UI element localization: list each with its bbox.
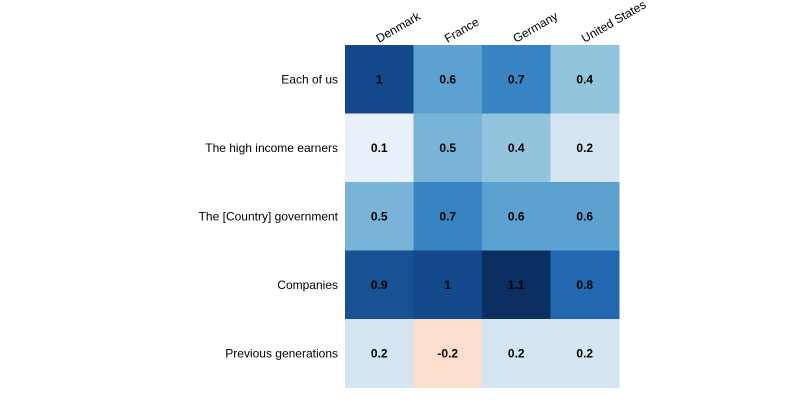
cell-value-label: 0.4 [576,72,593,86]
cell-value-label: 0.7 [508,72,525,86]
cell-value-label: 0.6 [576,209,593,223]
row-label: The high income earners [205,141,338,155]
heatmap-cell [345,250,414,320]
heatmap-cell [550,319,620,388]
heatmap-cell [550,113,620,183]
cell-value-label: 0.1 [371,141,388,155]
cell-value-label: 1 [444,278,451,292]
column-label: Germany [511,9,561,46]
row-label: Each of us [281,72,338,86]
heatmap-cell [345,182,414,251]
heatmap-cell [482,113,551,183]
row-label: The [Country] government [199,209,339,223]
heatmap-cell [482,182,551,251]
cell-value-label: 0.5 [439,141,456,155]
heatmap-cell [413,113,483,183]
row-label: Companies [277,278,338,292]
heatmap-cell [413,250,483,320]
cell-value-label: 1.1 [508,278,525,292]
heatmap-cell [413,45,483,114]
column-label: France [442,15,482,46]
cell-value-label: 0.6 [508,209,525,223]
heatmap-cell [345,113,414,183]
cell-value-label: 0.9 [371,278,388,292]
cell-value-label: 1 [376,72,383,86]
heatmap-cell [550,250,620,320]
heatmap-cell [413,319,483,388]
cell-value-label: 0.2 [371,346,388,360]
cell-value-label: 0.6 [439,72,456,86]
heatmap-cell [345,319,414,388]
heatmap-cell [550,182,620,251]
heatmap-cell [550,45,620,114]
cell-value-label: 0.5 [371,209,388,223]
heatmap-cell [482,319,551,388]
heatmap-cell [482,250,551,320]
cell-value-label: 0.2 [508,346,525,360]
heatmap-cell [413,182,483,251]
column-label: Denmark [374,9,424,46]
cell-value-label: 0.2 [576,346,593,360]
cell-value-label: 0.2 [576,141,593,155]
heatmap-cell [482,45,551,114]
column-label: United States [579,0,648,46]
cell-value-label: -0.2 [437,346,458,360]
cell-value-label: 0.7 [439,209,456,223]
row-label: Previous generations [225,346,338,360]
heatmap-cell [345,45,414,114]
cell-value-label: 0.4 [508,141,525,155]
cell-value-label: 0.8 [576,278,593,292]
